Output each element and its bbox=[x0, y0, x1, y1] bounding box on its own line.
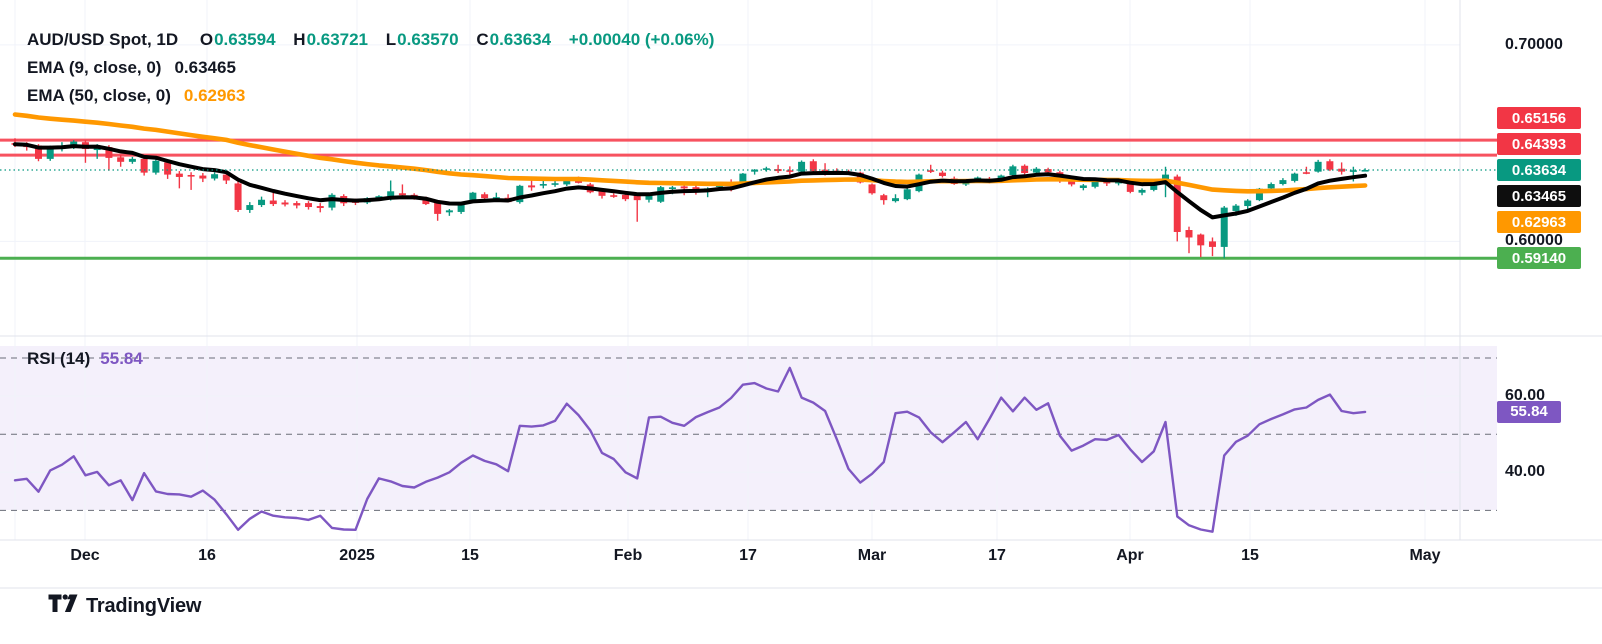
price-badge-0.65156: 0.65156 bbox=[1497, 107, 1581, 129]
ema9-label: EMA (9, close, 0) bbox=[27, 58, 162, 77]
legend: AUD/USD Spot, 1D O0.63594 H0.63721 L0.63… bbox=[27, 26, 714, 110]
tradingview-brand-text[interactable]: TradingView bbox=[86, 594, 202, 617]
open-value: O0.63594 bbox=[199, 30, 276, 49]
low-value: L0.63570 bbox=[385, 30, 459, 49]
symbol-row[interactable]: AUD/USD Spot, 1D O0.63594 H0.63721 L0.63… bbox=[27, 26, 714, 54]
symbol-title[interactable]: AUD/USD Spot, 1D bbox=[27, 30, 179, 49]
price-label-0.70000: 0.70000 bbox=[1505, 35, 1563, 53]
price-badge-0.63634: 0.63634 bbox=[1497, 159, 1581, 181]
ema9-value: 0.63465 bbox=[174, 58, 236, 77]
change-value: +0.00040 (+0.06%) bbox=[568, 30, 715, 49]
price-badge-0.64393: 0.64393 bbox=[1497, 133, 1581, 155]
price-badge-0.63465: 0.63465 bbox=[1497, 185, 1581, 207]
high-value: H0.63721 bbox=[293, 30, 369, 49]
ema50-value: 0.62963 bbox=[183, 86, 246, 105]
tradingview-logo-icon[interactable] bbox=[48, 594, 78, 618]
price-label-0.60000: 0.60000 bbox=[1505, 232, 1563, 250]
price-badge-0.59140: 0.59140 bbox=[1497, 247, 1581, 270]
ema9-row[interactable]: EMA (9, close, 0) 0.63465 bbox=[27, 54, 714, 82]
rsi-legend-row[interactable]: RSI (14) 55.84 bbox=[27, 347, 143, 371]
ema50-label: EMA (50, close, 0) bbox=[27, 86, 171, 105]
rsi-badge: 55.84 bbox=[1497, 400, 1561, 423]
rsi-label-60.00: 60.00 bbox=[1505, 387, 1546, 405]
rsi-label: RSI (14) bbox=[27, 349, 91, 368]
footer: TradingView bbox=[48, 594, 201, 618]
close-value: C0.63634 bbox=[476, 30, 552, 49]
price-badge-0.62963: 0.62963 bbox=[1497, 211, 1581, 233]
ema50-row[interactable]: EMA (50, close, 0) 0.62963 bbox=[27, 82, 714, 110]
rsi-value: 55.84 bbox=[100, 349, 143, 368]
rsi-label-40.00: 40.00 bbox=[1505, 463, 1546, 481]
